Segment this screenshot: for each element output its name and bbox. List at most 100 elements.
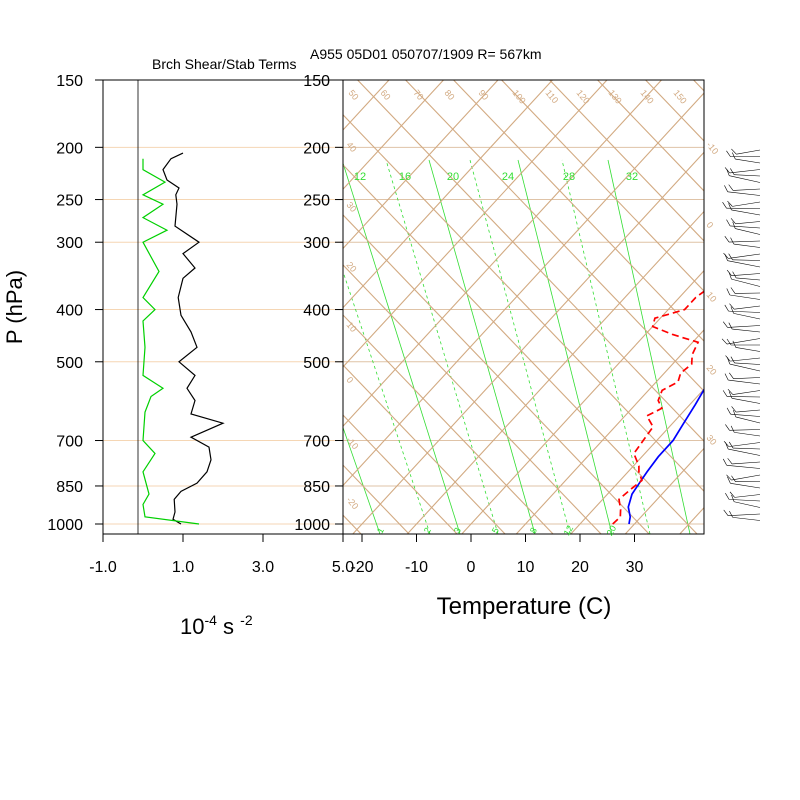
adiabat-top-label: 150 bbox=[671, 88, 688, 106]
barb-flag bbox=[727, 389, 734, 395]
wind-barb bbox=[725, 424, 761, 431]
barb-shaft bbox=[732, 259, 761, 261]
right-plot-frame bbox=[342, 79, 705, 535]
barb-shaft bbox=[728, 513, 761, 516]
wind-barb bbox=[728, 322, 761, 333]
isotherm-line bbox=[679, 506, 704, 534]
barb-shaft bbox=[735, 221, 761, 225]
right-x-tick-labels: -20 -10 0 10 20 30 bbox=[350, 534, 644, 576]
wind-barb bbox=[726, 407, 761, 417]
left-y-axis-label: P (hPa) bbox=[2, 270, 27, 344]
dry-adiabat-line bbox=[343, 364, 506, 534]
barb-shaft bbox=[736, 149, 761, 155]
barb-flag bbox=[722, 390, 728, 397]
wind-barb bbox=[729, 510, 761, 521]
barb-flag bbox=[730, 287, 736, 294]
left-x-axis-label: 10-4 s -2 bbox=[180, 612, 253, 639]
barb-shaft bbox=[729, 294, 761, 300]
y-tick-label: 1000 bbox=[47, 517, 83, 534]
adiabat-left-label: -20 bbox=[344, 495, 360, 511]
wind-barb bbox=[730, 356, 761, 365]
dry-adiabat-line bbox=[343, 414, 458, 534]
wind-barb bbox=[725, 442, 761, 456]
isotherm-line bbox=[406, 210, 704, 534]
dry-adiabat-line bbox=[452, 80, 704, 342]
x-unit-exponent-1: -4 bbox=[204, 612, 217, 628]
dry-adiabat-line bbox=[548, 80, 704, 242]
mixing-ratio-line bbox=[385, 159, 499, 534]
y-tick-label: 250 bbox=[56, 193, 83, 210]
wind-barb bbox=[724, 253, 761, 268]
barb-shaft bbox=[729, 240, 761, 243]
mixing-ratio-line bbox=[607, 159, 691, 534]
x-tick-label: 5.0 bbox=[332, 559, 354, 576]
mixing-ratio-top-label: 12 bbox=[354, 171, 366, 183]
dry-adiabat-line bbox=[500, 80, 704, 292]
barb-flag bbox=[722, 458, 727, 466]
barb-flag bbox=[726, 219, 731, 227]
y-tick-label: 400 bbox=[303, 303, 330, 320]
wind-barb bbox=[728, 203, 761, 216]
barb-flag bbox=[732, 221, 736, 229]
wind-barb bbox=[726, 338, 760, 346]
barb-flag bbox=[729, 372, 734, 379]
isotherm-line bbox=[733, 64, 800, 536]
dry-adiabat-line bbox=[780, 70, 800, 560]
barb-flag bbox=[725, 442, 729, 450]
barb-shaft bbox=[734, 174, 761, 177]
mixing-ratio-line bbox=[343, 161, 461, 534]
mixing-ratio-bottom-label: 12 bbox=[562, 524, 576, 538]
barb-shaft bbox=[728, 442, 761, 447]
mixing-ratio-top-label: 24 bbox=[502, 171, 514, 183]
x-tick-label: -10 bbox=[405, 559, 428, 576]
wind-barb bbox=[731, 148, 761, 155]
barb-shaft bbox=[731, 209, 761, 216]
wind-barb bbox=[732, 221, 761, 235]
wind-barb bbox=[727, 200, 761, 207]
barb-shaft bbox=[730, 225, 761, 229]
barb-shaft bbox=[732, 328, 761, 333]
isotherm-line bbox=[0, 64, 240, 536]
adiabat-left-label: 0 bbox=[344, 375, 355, 385]
wind-barb bbox=[726, 269, 761, 277]
adiabat-top-label: 140 bbox=[638, 88, 655, 106]
left-series-group bbox=[141, 152, 225, 525]
wind-barb bbox=[726, 168, 761, 183]
wind-barb bbox=[725, 355, 761, 362]
barb-flag bbox=[725, 493, 730, 500]
barb-shaft bbox=[728, 448, 761, 456]
isotherm-lines bbox=[0, 64, 800, 536]
adiabat-top-label: 110 bbox=[543, 88, 560, 105]
barb-shaft bbox=[727, 191, 761, 196]
barb-flag bbox=[726, 407, 731, 415]
dry-adiabat-line bbox=[343, 214, 650, 534]
dry-adiabat-line bbox=[596, 80, 704, 192]
wind-barb bbox=[722, 390, 761, 398]
barb-flag bbox=[722, 202, 727, 209]
barb-shaft bbox=[731, 278, 761, 287]
y-tick-label: 700 bbox=[303, 434, 330, 451]
mixing-ratio-top-label: 20 bbox=[447, 171, 459, 183]
barb-shaft bbox=[732, 517, 761, 521]
wind-barb bbox=[730, 425, 761, 437]
adiabat-left-label: 40 bbox=[344, 140, 358, 154]
barb-flag bbox=[724, 304, 729, 312]
dry-adiabat-line bbox=[343, 464, 410, 534]
y-tick-label: 400 bbox=[56, 303, 83, 320]
adiabat-left-label: -10 bbox=[344, 435, 360, 451]
y-tick-label: 150 bbox=[56, 73, 83, 90]
barb-flag bbox=[729, 303, 735, 310]
barb-flag bbox=[728, 184, 734, 191]
isotherm-line bbox=[0, 64, 349, 536]
adiabat-top-label: 70 bbox=[411, 88, 425, 102]
barb-shaft bbox=[729, 429, 761, 431]
dry-adiabat-lines bbox=[343, 70, 800, 560]
wind-barb bbox=[723, 252, 761, 259]
barb-shaft bbox=[726, 338, 761, 345]
isotherm-line bbox=[570, 388, 704, 534]
barb-shaft bbox=[727, 260, 761, 268]
wind-barb bbox=[724, 373, 761, 385]
x-tick-label: 10 bbox=[517, 559, 535, 576]
barb-flag bbox=[725, 424, 730, 431]
